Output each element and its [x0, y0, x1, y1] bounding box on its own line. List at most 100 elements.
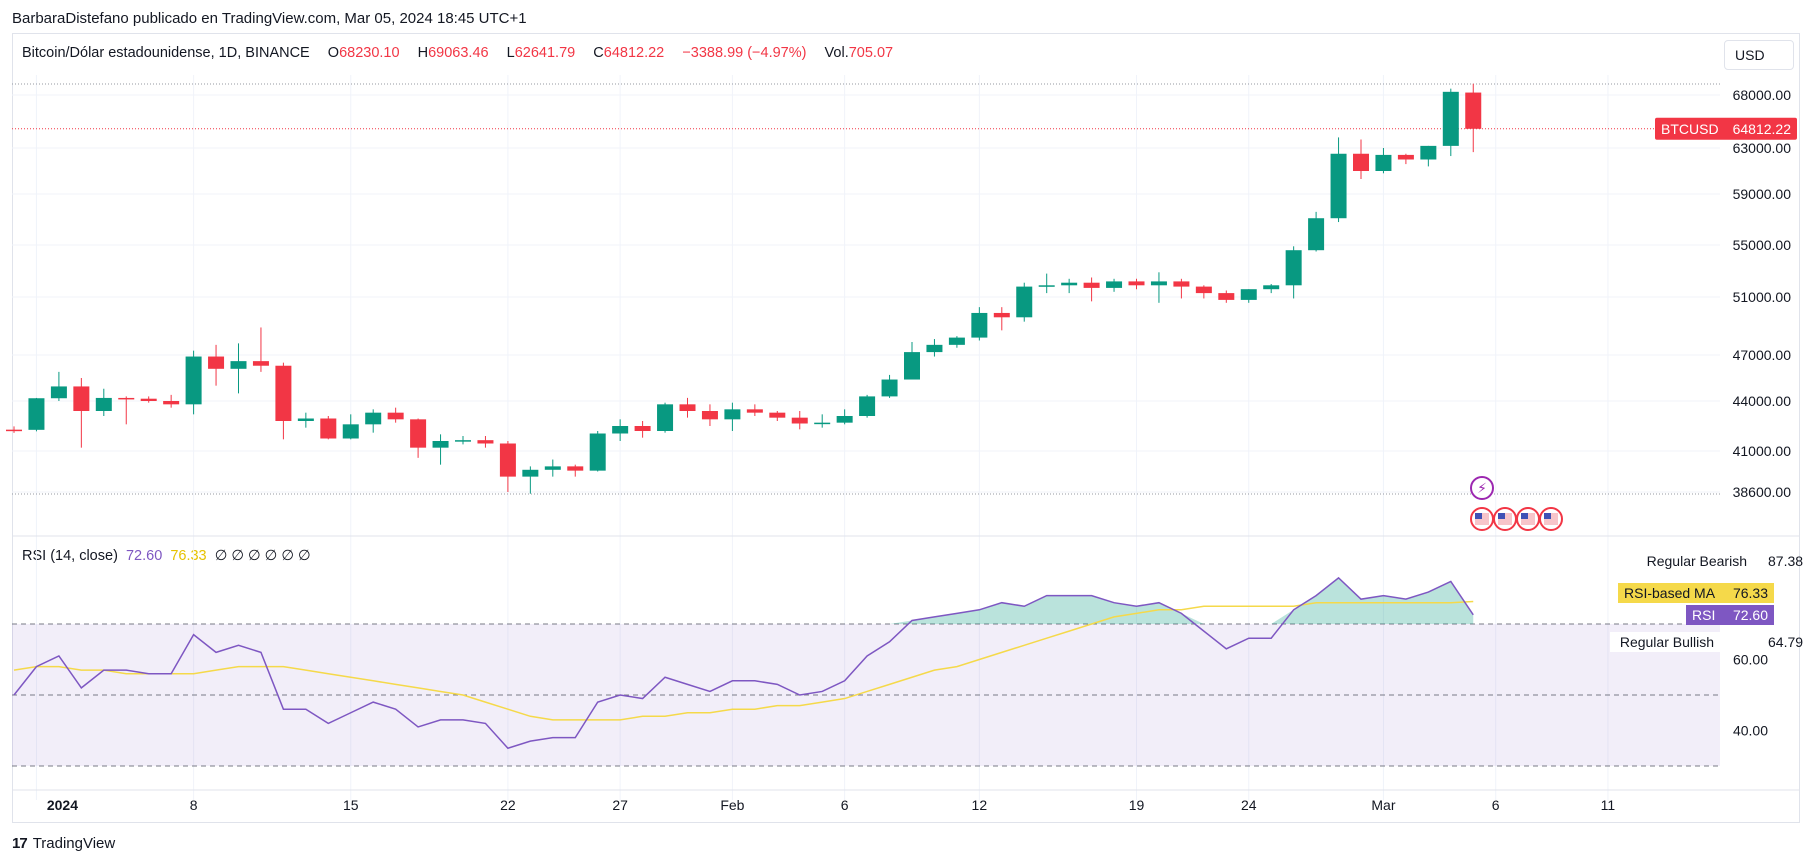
- candle-body: [724, 409, 741, 420]
- volume-label: Vol.: [824, 45, 849, 61]
- flag-canton: [1544, 513, 1551, 519]
- regular-bullish-value: 64.79: [1768, 634, 1803, 650]
- candle-body: [769, 412, 786, 418]
- candle-body: [814, 422, 831, 425]
- time-tick-label: 8: [190, 797, 198, 813]
- price-tick-label: 38600.00: [1733, 484, 1792, 500]
- price-tick-label: 59000.00: [1733, 186, 1792, 202]
- last-price-tag: [1655, 117, 1797, 140]
- price-tick-label: 44000.00: [1733, 393, 1792, 409]
- candle-body: [1150, 281, 1167, 286]
- candle-body: [185, 356, 202, 405]
- currency-button[interactable]: USD: [1724, 40, 1794, 70]
- time-tick-label: 22: [500, 797, 516, 813]
- candle-body: [1173, 281, 1190, 287]
- candle-body: [1285, 250, 1302, 286]
- candle-body: [140, 398, 157, 401]
- price-tick-label: 51000.00: [1733, 289, 1792, 305]
- candle-body: [1375, 154, 1392, 171]
- candle-body: [1442, 91, 1459, 146]
- candle-body: [163, 401, 180, 405]
- time-tick-label: 24: [1241, 797, 1257, 813]
- candle-body: [73, 386, 90, 411]
- candle-body: [881, 379, 898, 397]
- open-label: O: [327, 45, 340, 61]
- candle-body: [499, 443, 516, 477]
- low-value: 62641.79: [514, 45, 576, 61]
- candle-body: [522, 469, 539, 477]
- candle-body: [836, 416, 853, 423]
- close-value: 64812.22: [603, 45, 665, 61]
- candle-body: [95, 397, 112, 411]
- tradingview-brand[interactable]: TradingView: [32, 835, 116, 852]
- candle-body: [1038, 285, 1055, 287]
- candle-body: [1106, 281, 1123, 288]
- tradingview-logo-icon[interactable]: 17: [12, 835, 28, 852]
- candle-body: [1218, 293, 1235, 300]
- candle-body: [230, 361, 247, 369]
- lightning-event-icon: [1470, 476, 1494, 500]
- candle-body: [118, 397, 135, 400]
- last-price-value: 64812.22: [1733, 121, 1792, 137]
- price-tick-label: 47000.00: [1733, 347, 1792, 363]
- rsi-indicator-name[interactable]: RSI (14, close): [22, 548, 118, 564]
- candle-body: [455, 440, 471, 442]
- candle-body: [1353, 153, 1369, 171]
- candle-body: [1308, 218, 1325, 251]
- candle-body: [948, 337, 965, 345]
- candle-body: [275, 365, 292, 421]
- price-tick-label: 63000.00: [1733, 140, 1792, 156]
- candle-body: [612, 426, 629, 434]
- candle-body: [50, 386, 67, 399]
- candle-body: [679, 404, 696, 411]
- candle-body: [297, 418, 314, 421]
- open-value: 68230.10: [339, 45, 400, 61]
- volume-value: 705.07: [848, 45, 894, 61]
- candle-body: [1263, 285, 1280, 290]
- time-tick-label: 6: [841, 797, 849, 813]
- lightning-glyph: ⚡: [1477, 481, 1487, 497]
- price-tick-label: 68000.00: [1733, 87, 1792, 103]
- candle-body: [993, 312, 1010, 318]
- rsi-tag-label: RSI: [1692, 607, 1715, 623]
- candle-body: [746, 409, 763, 413]
- time-tick-label: 27: [612, 797, 628, 813]
- candle-body: [432, 441, 449, 448]
- time-tick-label: 15: [343, 797, 359, 813]
- candle-body: [1128, 281, 1145, 286]
- rsi-tick-label: 40.00: [1733, 723, 1768, 739]
- time-tick-label: 6: [1492, 797, 1500, 813]
- time-tick-label: 19: [1129, 797, 1145, 813]
- candle-body: [971, 312, 988, 338]
- symbol-title[interactable]: Bitcoin/Dólar estadounidense, 1D, BINANC…: [22, 45, 310, 61]
- candle-body: [1465, 92, 1482, 129]
- rsi-tag-value: 72.60: [1733, 607, 1768, 623]
- regular-bearish-label: Regular Bearish: [1647, 553, 1747, 569]
- candle-body: [1330, 153, 1347, 219]
- candle-body: [544, 466, 561, 470]
- candle-body: [6, 429, 22, 432]
- low-label: L: [506, 45, 515, 61]
- candle-body: [1420, 145, 1437, 160]
- rsi-ma-tag: [1618, 583, 1774, 603]
- candle-body: [342, 424, 359, 439]
- price-tick-label: 55000.00: [1733, 237, 1792, 253]
- candle-body: [1061, 282, 1078, 286]
- rsi-tag: [1686, 605, 1774, 625]
- flag-canton: [1521, 513, 1528, 519]
- candle-body: [410, 419, 427, 448]
- candle-body: [252, 361, 269, 366]
- footer: 17 TradingView: [12, 835, 115, 852]
- candle-body: [320, 418, 337, 439]
- rsi-legend-value: 72.60: [125, 548, 163, 564]
- price-tick-label: 41000.00: [1733, 443, 1792, 459]
- time-tick-label: Mar: [1371, 797, 1395, 813]
- candle-body: [791, 417, 808, 424]
- candle-body: [28, 398, 45, 430]
- candle-body: [859, 396, 876, 416]
- rsi-line: [13, 576, 1474, 750]
- candle-body: [477, 440, 494, 444]
- rsi-ma-line: [13, 600, 1474, 721]
- price-legend: Bitcoin/Dólar estadounidense, 1D, BINANC…: [22, 45, 893, 61]
